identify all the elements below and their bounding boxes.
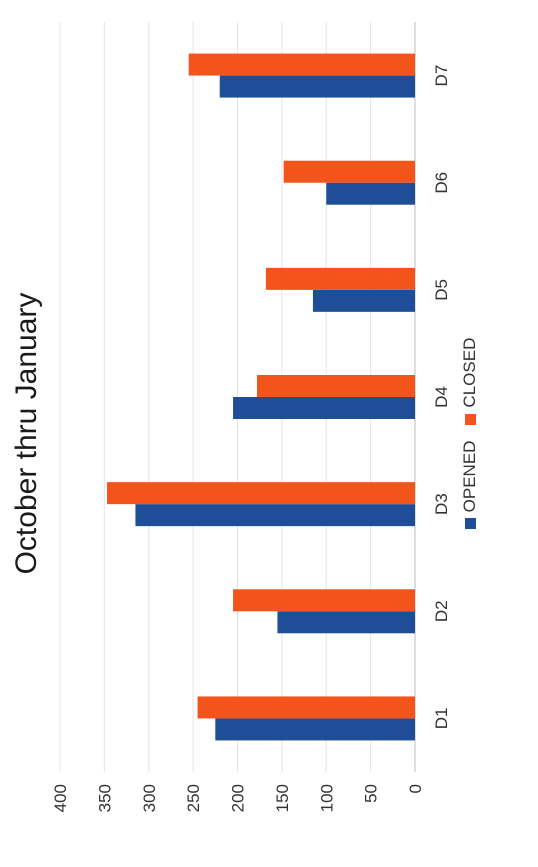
y-tick-label-300: 300 <box>140 784 159 812</box>
bar-closed-d2 <box>233 589 415 612</box>
legend-label-opened: OPENED <box>460 440 479 513</box>
y-tick-label-250: 250 <box>184 784 203 812</box>
bar-opened-d5 <box>312 289 415 312</box>
y-tick-label-50: 50 <box>362 784 381 803</box>
bar-opened-d4 <box>233 397 415 419</box>
y-tick-label-0: 0 <box>406 784 425 793</box>
x-tick-label-d6: D6 <box>432 172 451 194</box>
y-tick-label-100: 100 <box>317 784 336 812</box>
y-tick-label-400: 400 <box>51 784 70 812</box>
bar-opened-d6 <box>326 182 415 205</box>
bar-closed-d7 <box>188 53 415 76</box>
x-tick-label-d1: D1 <box>432 708 451 730</box>
bar-closed-d6 <box>283 160 415 183</box>
legend-label-closed: CLOSED <box>460 337 479 408</box>
legend-swatch-closed <box>464 413 476 425</box>
bar-opened-d2 <box>277 611 415 634</box>
bar-opened-d7 <box>219 75 415 98</box>
bar-closed-d5 <box>265 267 415 290</box>
x-tick-label-d5: D5 <box>432 279 451 301</box>
x-tick-label-d2: D2 <box>432 600 451 622</box>
legend-swatch-opened <box>464 518 476 530</box>
x-tick-label-d4: D4 <box>432 386 451 408</box>
y-tick-label-350: 350 <box>95 784 114 812</box>
y-tick-label-200: 200 <box>229 784 248 812</box>
y-tick-label-150: 150 <box>273 784 292 812</box>
x-tick-label-d7: D7 <box>432 65 451 87</box>
legend-item-closed: CLOSED <box>460 338 480 425</box>
legend-item-opened: OPENED <box>460 441 480 530</box>
bar-closed-d3 <box>107 482 415 505</box>
bar-opened-d3 <box>135 504 415 527</box>
x-tick-label-d3: D3 <box>432 493 451 515</box>
bar-closed-d4 <box>257 375 415 397</box>
bar-closed-d1 <box>197 696 415 719</box>
legend: OPENED CLOSED <box>460 0 480 867</box>
bar-opened-d1 <box>215 718 415 741</box>
